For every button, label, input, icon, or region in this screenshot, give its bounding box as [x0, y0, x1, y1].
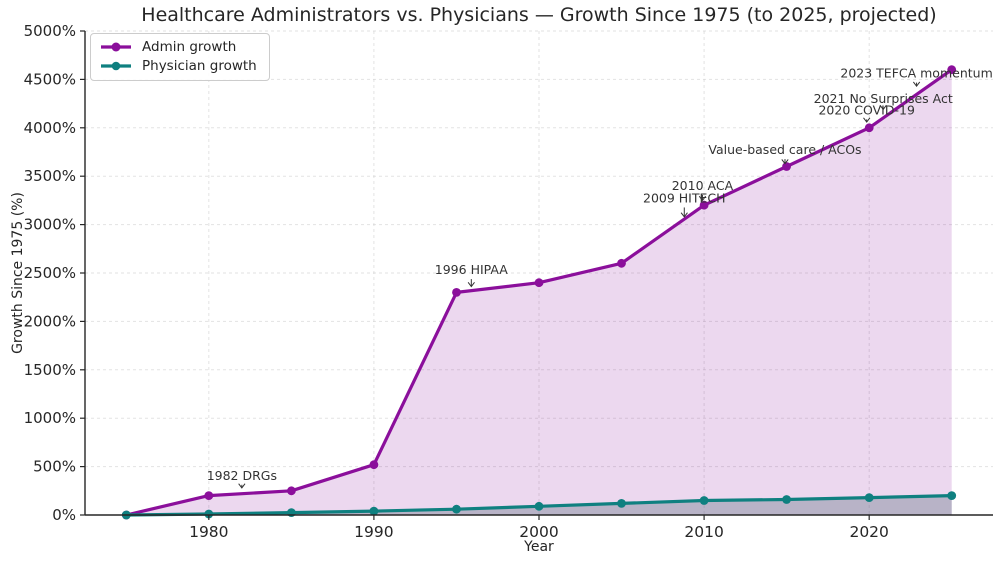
x-axis-label: Year	[524, 539, 554, 555]
legend-label-physician-growth: Physician growth	[142, 58, 257, 74]
annotation-arrowhead-icon	[912, 81, 921, 88]
physician-growth-marker	[452, 504, 461, 514]
physician-growth-marker	[369, 506, 379, 516]
y-tick-label: 2500%	[24, 264, 76, 282]
admin-growth-marker	[369, 460, 379, 470]
y-tick-label: 4000%	[24, 119, 76, 137]
admin-growth-marker	[617, 258, 626, 268]
annotation-label: 2023 TEFCA momentum	[840, 66, 992, 81]
physician-line-swatch-icon	[101, 61, 131, 71]
x-tick-label: 2010	[684, 523, 723, 541]
admin-growth-marker	[534, 278, 544, 288]
physician-growth-marker	[534, 501, 544, 511]
admin-growth-marker	[947, 65, 957, 75]
annotation-label: 2010 ACA	[672, 178, 734, 193]
annotation-arrowhead-icon	[467, 282, 475, 288]
y-tick-label: 5000%	[24, 22, 76, 40]
legend-item-admin-growth: Admin growth	[99, 39, 257, 55]
y-tick-label: 0%	[52, 506, 76, 524]
admin-growth-area	[126, 69, 952, 515]
physician-growth-marker	[617, 499, 626, 508]
admin-growth-marker	[782, 162, 791, 171]
annotation-label: 1982 DRGs	[207, 468, 277, 483]
physician-growth-marker	[947, 491, 957, 500]
chart-title: Healthcare Administrators vs. Physicians…	[141, 4, 937, 26]
admin-growth-marker	[452, 288, 461, 297]
y-tick-label: 3500%	[24, 167, 76, 185]
annotation-arrowhead-icon	[238, 483, 246, 489]
annotation-arrowhead-icon	[879, 104, 887, 111]
x-tick-label: 1980	[189, 523, 228, 541]
y-tick-label: 500%	[33, 458, 76, 476]
annotation-label: Value-based care / ACOs	[708, 142, 861, 157]
admin-growth-marker	[287, 486, 296, 496]
y-tick-label: 3000%	[24, 216, 76, 234]
physician-growth-marker	[864, 493, 874, 502]
annotation-arrowhead-icon	[698, 195, 707, 202]
physician-growth-marker	[782, 495, 791, 504]
x-tick-label: 1990	[354, 523, 393, 541]
annotation-label: 1996 HIPAA	[435, 262, 509, 277]
admin-line-swatch-icon	[101, 42, 131, 52]
physician-growth-marker	[204, 509, 214, 519]
x-tick-label: 2020	[849, 523, 888, 541]
annotation-arrowhead-icon	[863, 117, 871, 123]
x-tick-label: 2000	[519, 523, 558, 541]
annotation-label: 2009 HITECH	[643, 190, 726, 205]
y-tick-label: 1500%	[24, 361, 76, 379]
legend-item-physician-growth: Physician growth	[99, 58, 257, 74]
annotation-label: 2021 No Surprises Act	[814, 91, 953, 106]
annotation-arrowhead-icon	[680, 212, 688, 218]
annotation-label: 2020 COVID-19	[818, 102, 914, 117]
y-tick-label: 2000%	[24, 312, 76, 330]
legend-label-admin-growth: Admin growth	[142, 39, 237, 55]
physician-growth-marker	[699, 496, 709, 505]
legend: Admin growth Physician growth	[90, 33, 270, 81]
admin-growth-marker	[204, 491, 214, 500]
admin-growth-marker	[864, 123, 874, 133]
annotation-arrowhead-icon	[781, 159, 789, 165]
y-tick-label: 4500%	[24, 70, 76, 88]
y-tick-label: 1000%	[24, 409, 76, 427]
admin-growth-marker	[699, 200, 709, 210]
y-axis-label: Growth Since 1975 (%)	[10, 192, 26, 354]
